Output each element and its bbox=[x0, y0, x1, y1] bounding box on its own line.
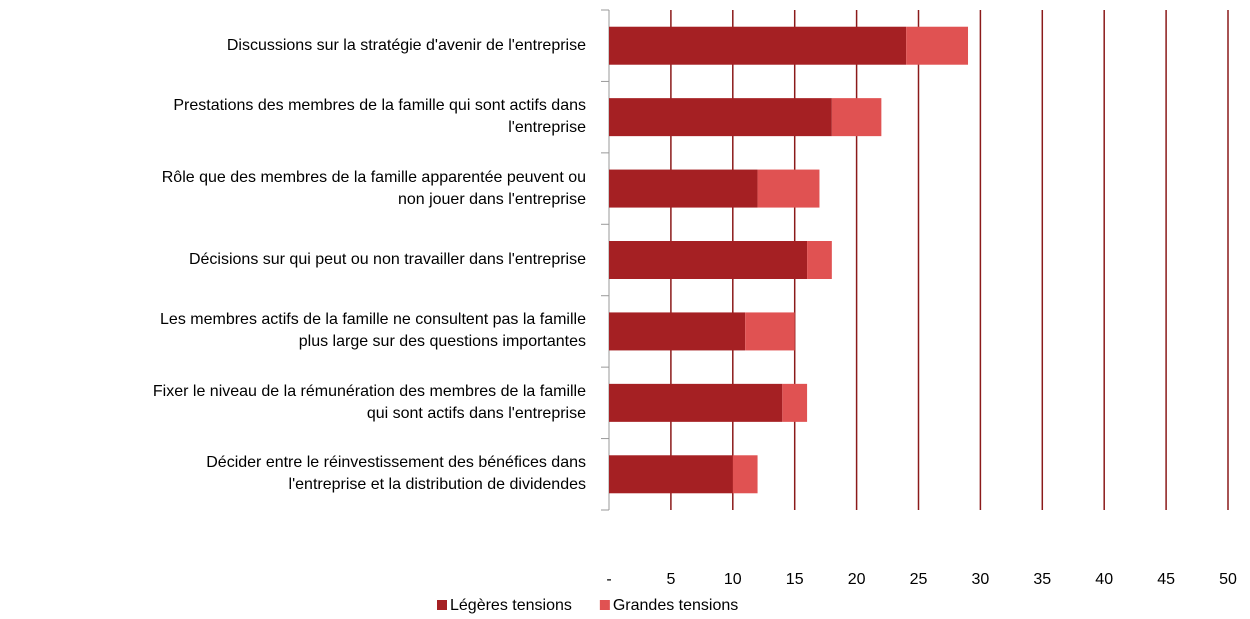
bar bbox=[807, 241, 832, 279]
y-tick-label: Fixer le niveau de la rémunération des m… bbox=[152, 382, 586, 422]
x-tick-label: 15 bbox=[786, 571, 804, 588]
bar bbox=[609, 383, 783, 422]
x-tick-label: - bbox=[606, 571, 611, 588]
x-tick-label: 50 bbox=[1219, 571, 1237, 588]
y-tick-label: Les membres actifs de la famille ne cons… bbox=[160, 311, 586, 351]
x-tick-label: 20 bbox=[848, 571, 866, 588]
legend-label: Légères tensions bbox=[450, 597, 572, 614]
legend-swatch bbox=[437, 600, 447, 610]
y-tick-label: Décider entre le réinvestissement des bé… bbox=[206, 454, 586, 494]
bar bbox=[609, 98, 832, 137]
y-tick-label: Décisions sur qui peut ou non travailler… bbox=[188, 251, 586, 268]
bar bbox=[609, 241, 808, 279]
bar bbox=[745, 312, 795, 351]
bar bbox=[831, 98, 882, 137]
y-tick-label: Discussions sur la stratégie d'avenir de… bbox=[226, 36, 586, 54]
bar bbox=[782, 383, 808, 422]
legend-swatch bbox=[599, 600, 610, 610]
bar bbox=[757, 169, 820, 208]
bar bbox=[609, 312, 746, 351]
bar bbox=[609, 26, 907, 65]
x-tick-label: 35 bbox=[1033, 571, 1051, 588]
x-tick-label: 5 bbox=[666, 571, 675, 588]
x-tick-label: 30 bbox=[972, 571, 990, 588]
y-tick-label: Prestations des membres de la famille qu… bbox=[173, 97, 586, 137]
legend-label: Grandes tensions bbox=[613, 597, 738, 614]
x-tick-label: 45 bbox=[1157, 571, 1175, 588]
bar bbox=[732, 455, 758, 494]
bar bbox=[609, 169, 758, 208]
x-tick-label: 10 bbox=[724, 571, 742, 588]
y-tick-label: Rôle que des membres de la famille appar… bbox=[161, 168, 586, 208]
x-tick-label: 25 bbox=[910, 571, 928, 588]
x-tick-label: 40 bbox=[1095, 571, 1113, 588]
bar bbox=[609, 455, 733, 494]
bar bbox=[906, 26, 969, 65]
